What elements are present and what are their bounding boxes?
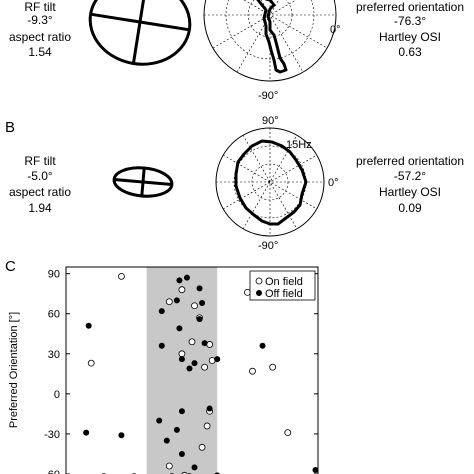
y-tick-label: 30 xyxy=(48,349,60,361)
panel-a-polar-plot: 0° -90° xyxy=(203,0,341,102)
panel-b: B RF tilt -5.0° aspect ratio 1.94 90° xyxy=(5,115,464,252)
panel-b-polar-plot: 90° 15Hz 0° -90° xyxy=(215,115,339,252)
off-field-point xyxy=(186,365,193,372)
on-field-point xyxy=(178,350,186,358)
on-field-point xyxy=(284,429,292,437)
panel-a-osi-value: 0.63 xyxy=(398,45,422,59)
off-field-point xyxy=(259,342,266,349)
orientation-band xyxy=(146,267,218,474)
panel-b-polar-90-label: 90° xyxy=(262,115,279,127)
on-field-point xyxy=(188,338,196,346)
panel-a-pref-label: preferred orientation xyxy=(356,0,464,14)
legend-off-field-marker xyxy=(256,290,262,296)
off-field-point xyxy=(173,426,180,433)
off-field-point xyxy=(178,450,185,457)
off-field-point xyxy=(201,340,208,347)
y-tick-label: -30 xyxy=(44,429,60,441)
panel-a-pref-value: -76.3° xyxy=(394,14,426,28)
panel-a-osi-label: Hartley OSI xyxy=(379,30,441,44)
on-field-point xyxy=(165,298,173,306)
panel-a-rf-tilt-label: RF tilt xyxy=(24,0,56,14)
legend-on-field-marker xyxy=(255,277,263,285)
y-axis: 90 60 30 0 -30 -60 xyxy=(44,269,318,474)
off-field-point xyxy=(196,316,203,323)
y-axis-label: Preferred Orientation [°] xyxy=(8,312,20,428)
y-tick-label: 90 xyxy=(48,269,60,281)
on-field-point xyxy=(208,357,216,364)
panel-a-rf-ellipse xyxy=(88,0,192,66)
off-field-point xyxy=(163,437,170,444)
off-field-point xyxy=(83,429,90,436)
panel-b-rf-tilt-value: -5.0° xyxy=(27,169,53,183)
on-field-point xyxy=(203,422,211,430)
off-field-point xyxy=(176,277,183,284)
y-tick-label: -60 xyxy=(44,469,60,474)
panel-b-osi-label: Hartley OSI xyxy=(379,185,441,199)
panel-b-rf-tilt-label: RF tilt xyxy=(24,154,56,168)
legend-off-field-label: Off field xyxy=(265,288,303,300)
off-field-point xyxy=(173,297,180,304)
panel-a-rf-tilt-value: -9.3° xyxy=(27,13,53,27)
panel-b-label: B xyxy=(5,119,15,136)
panel-c: C Preferred Orientation [°] 90 60 30 0 -30 -6… xyxy=(5,258,319,474)
off-field-point xyxy=(85,322,92,329)
axes-frame xyxy=(65,266,319,474)
panel-b-pref-label: preferred orientation xyxy=(356,154,464,168)
on-field-point xyxy=(206,341,214,348)
panel-a-aspect-label: aspect ratio xyxy=(9,30,71,44)
y-tick-label: 0 xyxy=(54,389,60,401)
panel-a-polar-minus90-label: -90° xyxy=(258,90,278,102)
panel-b-polar-0-label: 0° xyxy=(328,177,339,189)
off-field-point xyxy=(158,342,165,349)
legend: On field Off field xyxy=(249,270,316,301)
legend-on-field-label: On field xyxy=(265,276,303,288)
off-field-point xyxy=(158,308,165,315)
on-field-point xyxy=(201,363,209,371)
panel-b-rate-label: 15Hz xyxy=(286,139,312,151)
off-field-point xyxy=(214,356,221,363)
panel-b-aspect-value: 1.94 xyxy=(28,201,52,215)
panel-b-aspect-label: aspect ratio xyxy=(9,185,71,199)
off-field-point xyxy=(118,432,125,439)
panel-b-rf-ellipse xyxy=(112,166,174,198)
panel-a-aspect-value: 1.54 xyxy=(28,45,52,59)
off-field-point xyxy=(206,405,213,412)
off-field-point xyxy=(199,300,206,307)
on-field-point xyxy=(165,462,173,470)
off-field-point xyxy=(156,417,163,424)
panel-b-osi-value: 0.09 xyxy=(398,201,422,215)
panel-a-tuning-curve xyxy=(256,0,288,74)
on-field-point xyxy=(178,286,186,294)
panel-c-label: C xyxy=(5,258,16,275)
off-field-point xyxy=(176,325,183,332)
panel-a: RF tilt -9.3° aspect ratio 1.54 0° -90° xyxy=(9,0,464,102)
panel-b-polar-minus90-label: -90° xyxy=(258,240,278,252)
off-field-point xyxy=(183,274,190,281)
off-field-point xyxy=(191,360,198,367)
on-field-point xyxy=(87,359,95,367)
on-field-point xyxy=(244,288,251,296)
y-tick-label: 60 xyxy=(48,309,60,321)
off-field-point xyxy=(178,408,185,415)
on-field-point xyxy=(198,443,206,451)
panel-b-pref-value: -57.2° xyxy=(394,169,426,183)
on-field-point xyxy=(191,302,198,310)
data-points xyxy=(83,272,319,474)
on-field-point xyxy=(249,367,256,375)
off-field-point xyxy=(196,285,203,292)
off-field-point xyxy=(312,466,319,473)
on-field-point xyxy=(118,272,125,280)
off-field-point xyxy=(178,356,185,363)
panel-a-polar-0-label: 0° xyxy=(330,24,341,36)
panel-b-tuning-curve xyxy=(234,139,308,226)
off-field-point xyxy=(191,464,198,471)
on-field-point xyxy=(269,363,277,371)
